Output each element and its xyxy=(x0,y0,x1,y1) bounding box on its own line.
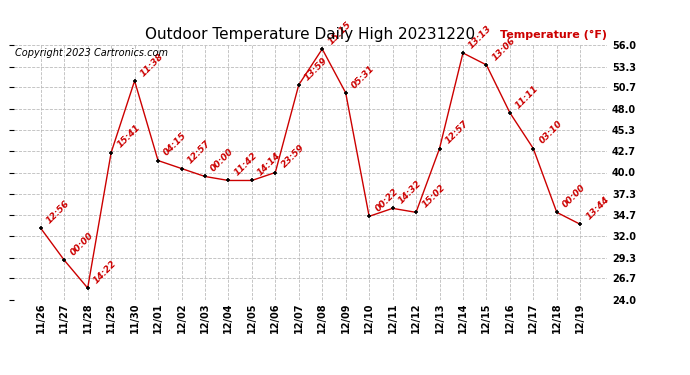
Text: 15:41: 15:41 xyxy=(115,123,142,150)
Text: 14:32: 14:32 xyxy=(397,179,424,206)
Point xyxy=(293,82,304,88)
Point xyxy=(411,209,422,215)
Point xyxy=(246,177,257,183)
Title: Outdoor Temperature Daily High 20231220: Outdoor Temperature Daily High 20231220 xyxy=(146,27,475,42)
Text: 13:06: 13:06 xyxy=(491,36,518,62)
Text: 00:00: 00:00 xyxy=(68,231,95,257)
Point xyxy=(364,213,375,219)
Point xyxy=(152,158,164,164)
Text: 11:11: 11:11 xyxy=(514,83,541,110)
Point xyxy=(176,165,187,171)
Point xyxy=(551,209,562,215)
Point xyxy=(199,174,210,180)
Text: 03:10: 03:10 xyxy=(538,119,564,146)
Point xyxy=(223,177,234,183)
Text: 14:22: 14:22 xyxy=(92,259,119,285)
Text: 13:59: 13:59 xyxy=(303,56,330,82)
Text: 23:59: 23:59 xyxy=(279,143,306,170)
Text: 00:22: 00:22 xyxy=(373,187,400,213)
Point xyxy=(59,257,70,263)
Point xyxy=(457,50,469,56)
Text: 15:15: 15:15 xyxy=(326,20,353,46)
Point xyxy=(575,221,586,227)
Point xyxy=(129,78,140,84)
Point xyxy=(106,150,117,156)
Text: 12:56: 12:56 xyxy=(45,199,72,225)
Point xyxy=(528,146,539,152)
Text: 14:14: 14:14 xyxy=(256,151,283,178)
Text: 00:00: 00:00 xyxy=(561,183,588,210)
Point xyxy=(340,90,351,96)
Point xyxy=(481,62,492,68)
Point xyxy=(35,225,46,231)
Text: 11:42: 11:42 xyxy=(233,151,259,178)
Text: 12:57: 12:57 xyxy=(444,119,471,146)
Text: Copyright 2023 Cartronics.com: Copyright 2023 Cartronics.com xyxy=(15,48,168,57)
Text: 13:13: 13:13 xyxy=(467,24,494,50)
Point xyxy=(434,146,445,152)
Text: 04:15: 04:15 xyxy=(162,131,189,158)
Point xyxy=(317,46,328,52)
Point xyxy=(504,110,515,116)
Text: 00:00: 00:00 xyxy=(209,147,236,174)
Point xyxy=(387,206,398,212)
Text: Temperature (°F): Temperature (°F) xyxy=(500,30,607,40)
Point xyxy=(82,285,93,291)
Text: 05:31: 05:31 xyxy=(350,63,377,90)
Point xyxy=(270,170,281,176)
Text: 12:57: 12:57 xyxy=(186,139,213,166)
Text: 15:02: 15:02 xyxy=(420,183,447,210)
Text: 11:38: 11:38 xyxy=(139,51,166,78)
Text: 13:44: 13:44 xyxy=(584,195,611,222)
